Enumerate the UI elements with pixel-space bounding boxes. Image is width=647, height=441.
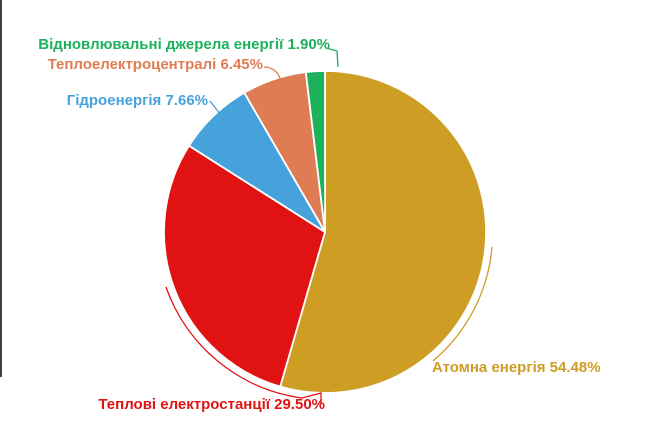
pie-slice-1[interactable] <box>279 70 488 394</box>
leader-line-thermal <box>165 286 322 404</box>
leader-lines <box>165 47 493 404</box>
pie-slices <box>163 70 488 394</box>
slice-label-renewables: Відновлювальні джерела енергії 1.90% <box>38 36 330 53</box>
slice-label-hydro: Гідроенергія 7.66% <box>66 92 208 109</box>
leader-line-renewables <box>325 47 339 68</box>
leader-line-atomic <box>432 246 493 362</box>
slice-label-chp: Теплоелектроцентралі 6.45% <box>47 56 263 73</box>
pie-slice-5[interactable] <box>304 70 326 233</box>
slice-label-atomic: Атомна енергія 54.48% <box>432 359 601 376</box>
window-edge-line <box>0 0 2 377</box>
leader-line-hydro <box>209 100 221 115</box>
pie-slice-2[interactable] <box>163 144 326 388</box>
slice-label-thermal: Теплові електростанції 29.50% <box>98 396 325 413</box>
leader-line-chp <box>263 66 282 84</box>
